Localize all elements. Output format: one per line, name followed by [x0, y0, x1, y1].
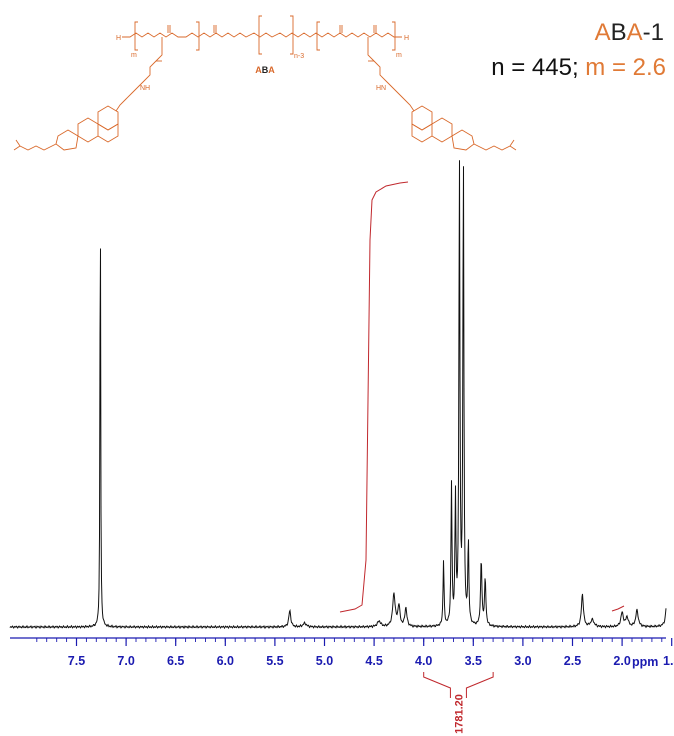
legend-title: ABA-1: [595, 19, 664, 46]
spectrum-layer: [9, 160, 667, 630]
legend-title-a: A: [595, 19, 611, 46]
integral-curves: [339, 181, 625, 613]
structure-n-sub: n-3: [294, 53, 304, 60]
legend-title-a2: A: [627, 19, 643, 46]
x-tick-label: 5.5: [266, 654, 283, 668]
integral-curve: [339, 181, 409, 613]
x-tick-label: 6.5: [167, 654, 184, 668]
structure-label-a: A: [255, 65, 262, 75]
legend-title-b: B: [611, 19, 627, 46]
structure-h-left: H: [116, 35, 121, 42]
x-tick-label: 6.0: [217, 654, 234, 668]
x-tick-label: 7.5: [68, 654, 85, 668]
x-tick-label: 2.0: [613, 654, 630, 668]
legend-n: n = 445;: [491, 54, 585, 81]
chemical-structure: [13, 15, 517, 151]
structure-aba-label: ABA: [255, 65, 275, 75]
spectrum-trace: [9, 160, 667, 630]
structure-nh-left: NH: [140, 85, 150, 92]
structure-m-left: m: [131, 52, 137, 59]
integral-bracket: [423, 672, 494, 698]
x-axis-label: ppm: [632, 655, 658, 669]
integral-marks: 1781.2015.43: [423, 672, 494, 734]
structure-label-a2: A: [268, 65, 275, 75]
structure-hn-right: HN: [376, 85, 386, 92]
legend-params: n = 445; m = 2.6: [491, 54, 666, 81]
major-ticks: 7.57.06.56.05.55.04.54.03.53.02.52.01.51…: [68, 638, 674, 668]
integral-curve: [611, 605, 625, 612]
x-tick-label: 5.0: [316, 654, 333, 668]
x-tick-label: 4.5: [365, 654, 382, 668]
x-tick-label: 4.0: [415, 654, 432, 668]
x-tick-label: 3.0: [514, 654, 531, 668]
structure-m-right: m: [396, 52, 402, 59]
x-tick-label: 7.0: [117, 654, 134, 668]
x-tick-label: 2.5: [564, 654, 581, 668]
legend-title-suffix: -1: [643, 19, 664, 46]
legend-m: m = 2.6: [585, 54, 666, 81]
x-tick-label: 1.5: [663, 654, 674, 668]
structure-h-right: H: [404, 35, 409, 42]
structure-labels: H m n-3 m H NH HN ABA: [116, 35, 409, 92]
x-axis: 7.57.06.56.05.55.04.54.03.53.02.52.01.51…: [10, 637, 674, 669]
x-tick-label: 3.5: [465, 654, 482, 668]
integral-value: 1781.20: [453, 694, 465, 734]
structure-label-b: B: [262, 65, 269, 75]
